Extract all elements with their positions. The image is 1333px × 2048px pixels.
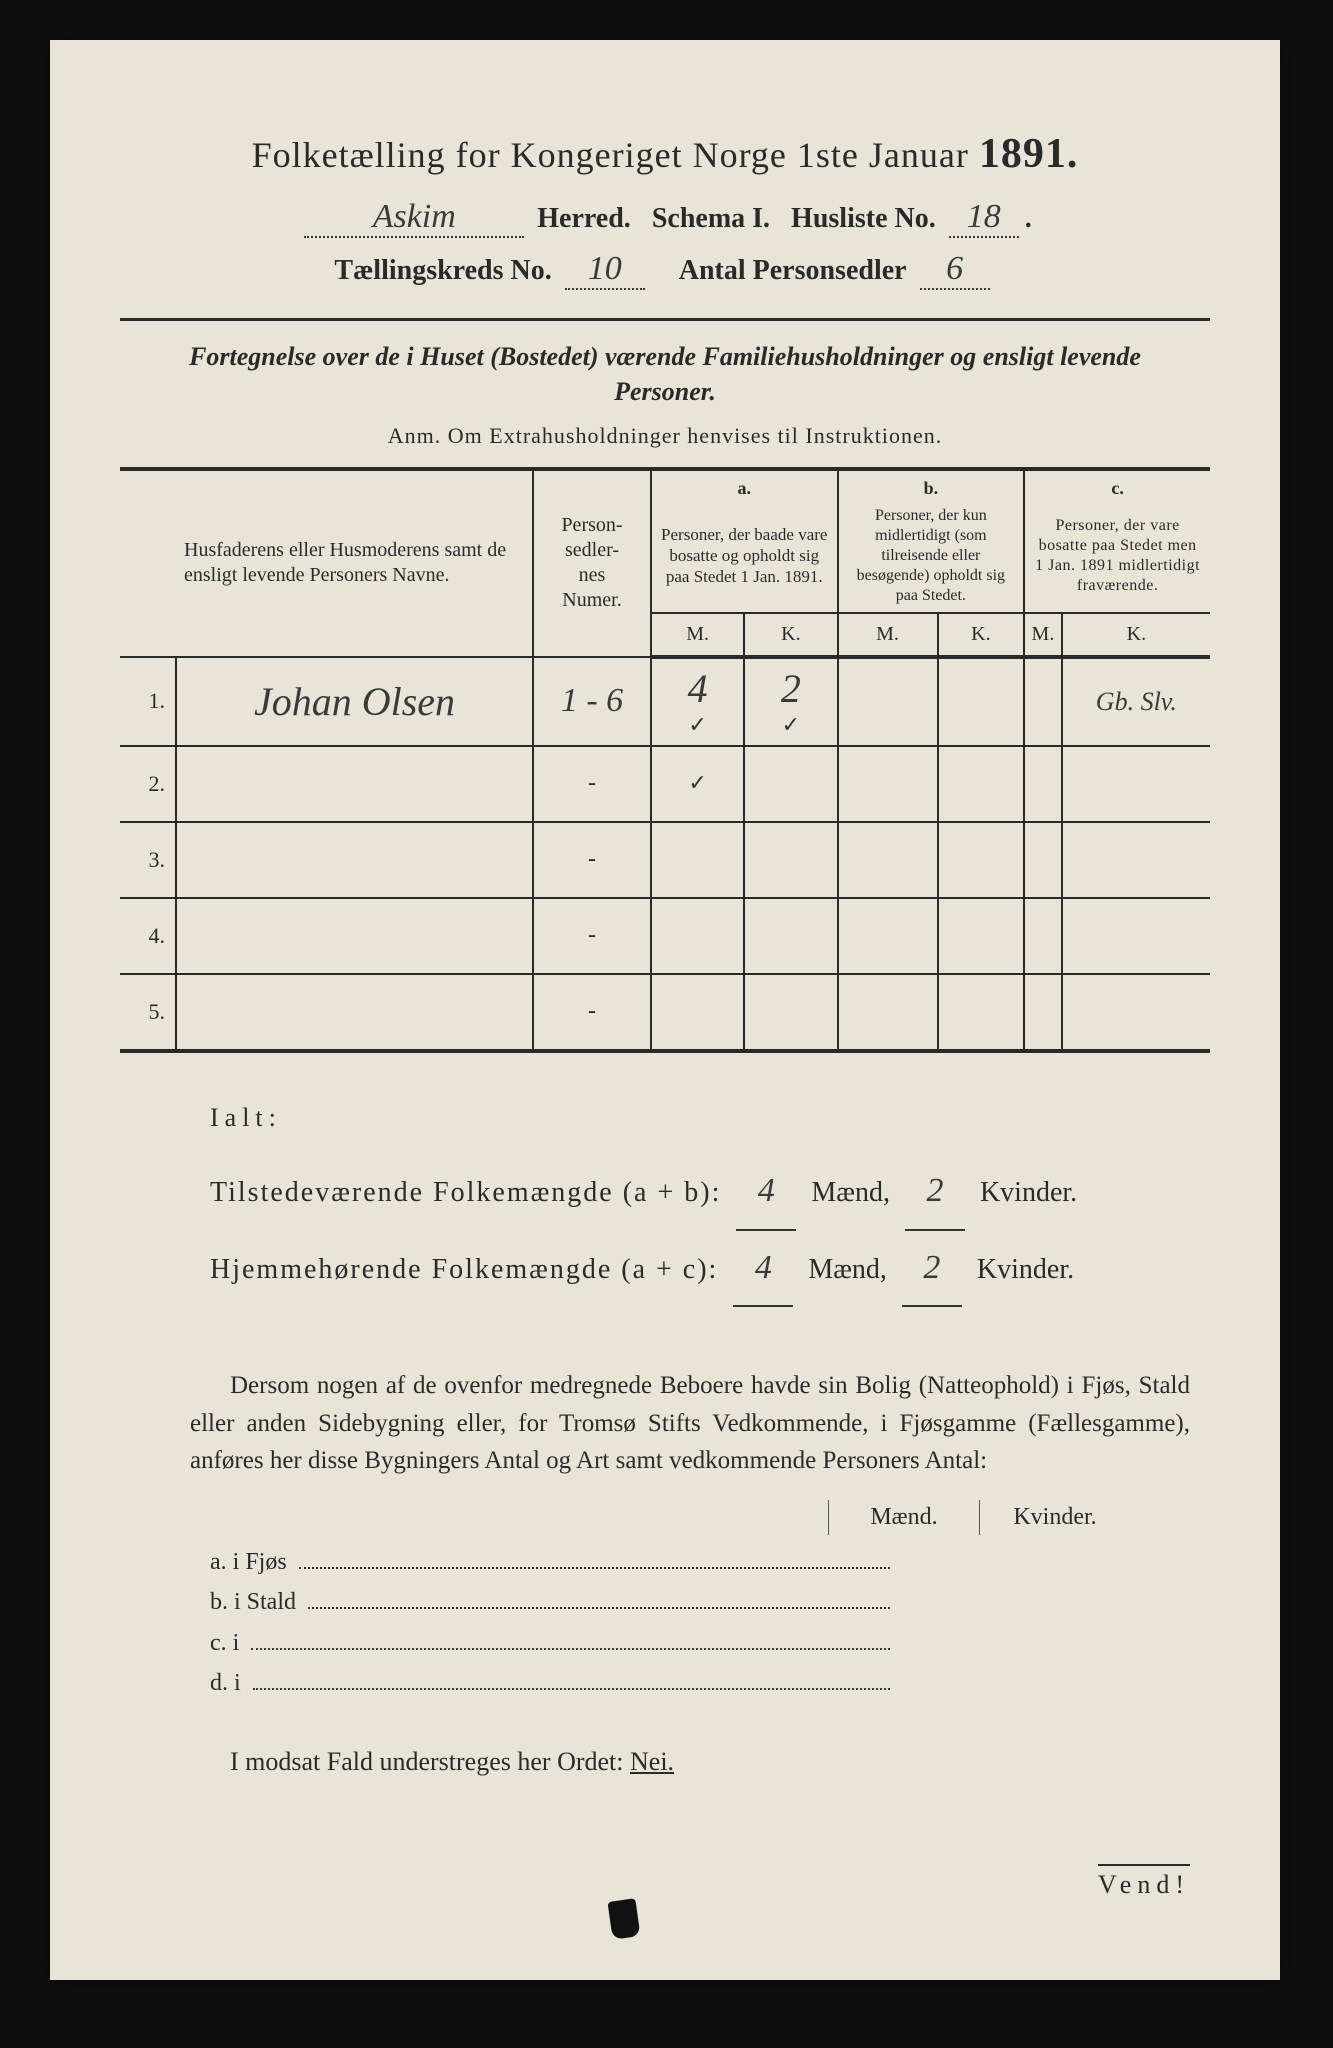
kreds-value: 10 [588,250,622,287]
dotted-list: a. i Fjøs b. i Stald c. i d. i [210,1545,1190,1697]
group-a-letter: a. [651,469,838,500]
paragraph: Dersom nogen af de ovenfor medregnede Be… [190,1367,1190,1480]
table-row: 5. - [120,974,1210,1051]
ialt-line2: Hjemmehørende Folkemængde (a + c): 4 Mæn… [210,1231,1210,1308]
herred-label: Herred. [537,203,631,234]
header-line-3: Tællingskreds No. 10 Antal Personsedler … [120,250,1210,290]
c-k: K. [1062,613,1210,657]
list-item: d. i [210,1667,1190,1698]
vend-label: Vend! [1098,1864,1190,1900]
col-num-header: Person- sedler- nes Numer. [533,469,651,657]
anmerkning: Anm. Om Extrahusholdninger henvises til … [120,423,1210,449]
census-table: Husfaderens eller Husmoderens samt de en… [120,467,1210,1053]
header-line-2: Askim Herred. Schema I. Husliste No. 18 … [120,198,1210,238]
title-line: Folketælling for Kongeriget Norge 1ste J… [120,130,1210,178]
group-a-header: Personer, der baade vare bosatte og opho… [651,500,838,613]
subheading: Fortegnelse over de i Huset (Bostedet) v… [160,339,1170,409]
herred-value: Askim [373,198,456,235]
title-year: 1891. [979,131,1079,177]
b-k: K. [938,613,1025,657]
table-row: 2. - ✓ [120,746,1210,822]
col-name-header: Husfaderens eller Husmoderens samt de en… [176,469,533,657]
a-k: K. [744,613,837,657]
table-row: 3. - [120,822,1210,898]
title-main: Folketælling for Kongeriget Norge 1ste J… [252,135,969,175]
antal-field: 6 [920,250,990,290]
c-m: M. [1024,613,1062,657]
ink-smudge [607,1898,640,1940]
a-m: M. [651,613,744,657]
husliste-field: 18 [949,198,1019,238]
rule-top [120,318,1210,321]
census-form: Folketælling for Kongeriget Norge 1ste J… [50,40,1280,1980]
row1-name: Johan Olsen [254,679,455,724]
mk-header: Mænd.Kvinder. [120,1500,1210,1535]
list-item: c. i [210,1626,1190,1657]
nei-line: I modsat Fald understreges her Ordet: Ne… [230,1747,1210,1777]
herred-field: Askim [304,198,524,238]
mk-k: Kvinder. [979,1500,1130,1535]
nei-word: Nei. [630,1747,674,1776]
list-item: b. i Stald [210,1586,1190,1617]
table-row: 1. Johan Olsen 1 - 6 4 ✓ 2 ✓ [120,657,1210,746]
scan-background: Folketælling for Kongeriget Norge 1ste J… [0,0,1333,2048]
b-m: M. [838,613,938,657]
kreds-label: Tællingskreds No. [334,255,551,286]
ialt-block: Ialt: Tilstedeværende Folkemængde (a + b… [210,1089,1210,1308]
husliste-label: Husliste No. [791,203,936,234]
group-c-letter: c. [1024,469,1210,500]
schema-label: Schema I. [652,203,770,234]
group-c-header: Personer, der vare bosatte paa Stedet me… [1024,500,1210,613]
subhead-text: Fortegnelse over de i Huset (Bostedet) v… [189,342,1141,406]
ialt-line1: Tilstedeværende Folkemængde (a + b): 4 M… [210,1154,1210,1231]
census-table-body: 1. Johan Olsen 1 - 6 4 ✓ 2 ✓ [120,657,1210,1051]
antal-value: 6 [946,250,963,287]
list-item: a. i Fjøs [210,1545,1190,1576]
table-row: 4. - [120,898,1210,974]
husliste-value: 18 [967,198,1001,235]
mk-m: Mænd. [828,1500,979,1535]
group-b-header: Personer, der kun midlertidigt (som tilr… [838,500,1025,613]
group-b-letter: b. [838,469,1025,500]
antal-label: Antal Personsedler [679,255,907,286]
kreds-field: 10 [565,250,645,290]
ialt-label: Ialt: [210,1089,1210,1146]
